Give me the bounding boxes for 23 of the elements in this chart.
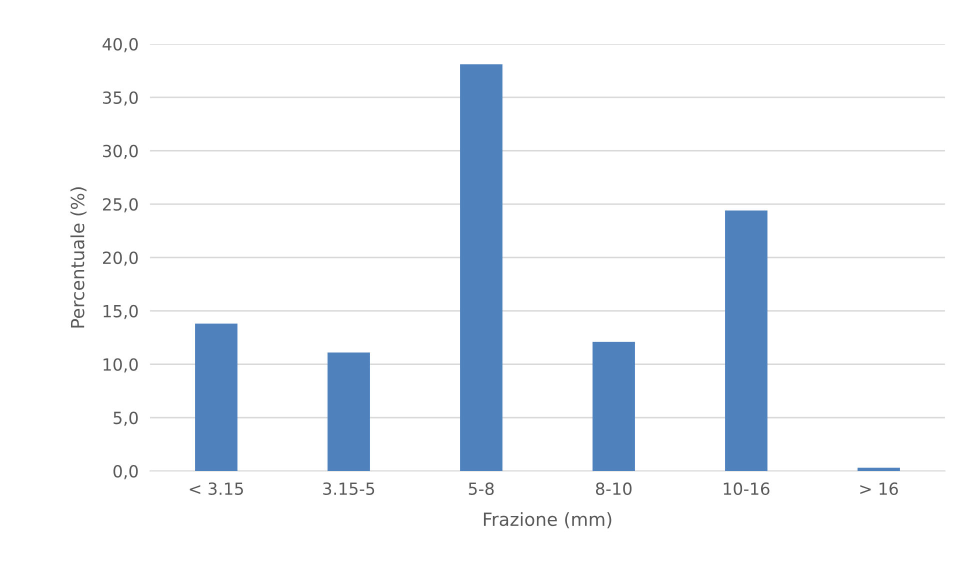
y-tick-label: 35,0 [103, 91, 138, 106]
bar [460, 64, 502, 471]
x-tick-label: 8-10 [596, 482, 632, 496]
y-tick-label: 10,0 [104, 358, 138, 373]
y-axis-title: Percentuale (%) [70, 187, 87, 328]
y-tick-label: 40,0 [102, 38, 138, 52]
bar [328, 352, 370, 471]
bar [195, 324, 238, 471]
bar [592, 342, 635, 471]
x-tick-label: 3.15-5 [323, 482, 374, 496]
x-tick-label: 5-8 [468, 482, 494, 496]
y-tick-label: 30,0 [103, 144, 138, 160]
y-tick-label: 20,0 [103, 251, 138, 266]
y-tick-label: 5,0 [114, 412, 138, 426]
y-tick-label: 25,0 [103, 198, 138, 212]
x-axis-title: Frazione (mm) [484, 512, 612, 528]
y-tick-label: 0,0 [113, 464, 138, 480]
x-tick-label: < 3.15 [190, 482, 243, 496]
x-tick-label: > 16 [860, 482, 898, 496]
y-tick-label: 15,0 [104, 304, 138, 320]
bar [858, 468, 900, 471]
bar [725, 210, 768, 471]
x-tick-label: 10-16 [724, 482, 770, 496]
